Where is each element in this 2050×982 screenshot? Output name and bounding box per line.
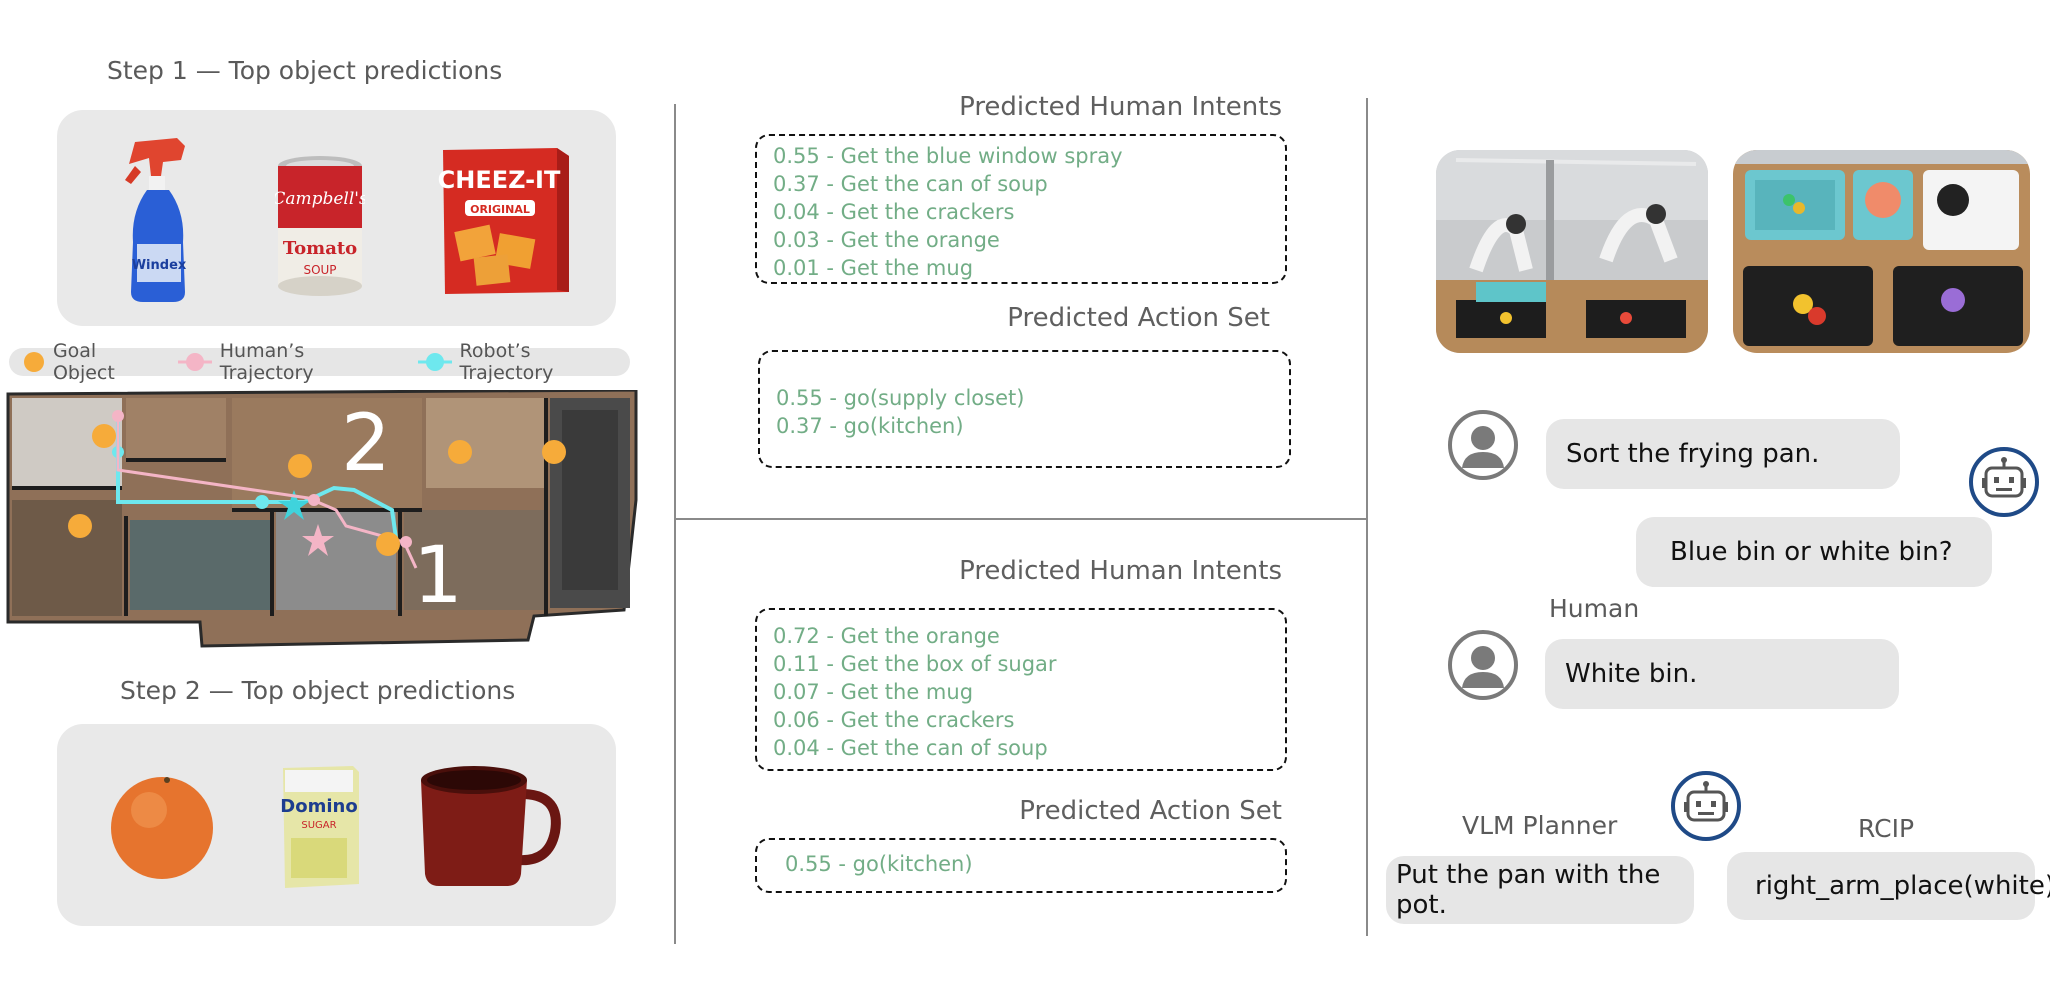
step2-object-panel: Domino SUGAR	[57, 724, 616, 926]
intent-item: 0.01 - Get the mug	[773, 256, 974, 280]
action-item: 0.37 - go(kitchen)	[776, 414, 964, 438]
step1-object-panel: Windex Campbell's Tomato SOUP CHEEZ-IT O…	[57, 110, 616, 326]
top-intents-title: Predicted Human Intents	[959, 92, 1282, 122]
legend-goal: Goal Object	[23, 340, 164, 384]
intent-item: 0.11 - Get the box of sugar	[773, 652, 1057, 676]
top-intents-box: 0.55 - Get the blue window spray 0.37 - …	[755, 134, 1287, 284]
bins-topdown-photo	[1733, 150, 2030, 353]
bottom-intents-title: Predicted Human Intents	[959, 556, 1282, 586]
human-message-1: Sort the frying pan.	[1546, 419, 1900, 489]
bottom-intents-box: 0.72 - Get the orange 0.11 - Get the box…	[755, 608, 1287, 771]
top-actions-title: Predicted Action Set	[1007, 303, 1270, 333]
intent-item: 0.37 - Get the can of soup	[773, 172, 1048, 196]
step1-title: Step 1 — Top object predictions	[107, 56, 503, 85]
human-avatar-icon	[1448, 630, 1518, 700]
bottom-actions-title: Predicted Action Set	[1019, 796, 1282, 826]
box-brand-text: CHEEZ-IT	[438, 166, 561, 194]
legend-human: Human’s Trajectory	[177, 340, 404, 384]
cracker-box-icon: CHEEZ-IT ORIGINAL	[438, 148, 569, 294]
spray-bottle-icon: Windex	[125, 138, 187, 302]
human-trajectory-icon	[177, 353, 212, 371]
can-brand-text: Campbell's	[275, 189, 365, 209]
action-item: 0.55 - go(supply closet)	[776, 386, 1025, 410]
divider-middle	[676, 518, 1366, 520]
intent-item: 0.03 - Get the orange	[773, 228, 1000, 252]
legend-goal-label: Goal Object	[52, 340, 115, 384]
orange-icon	[111, 777, 213, 879]
sugar-text: SUGAR	[301, 820, 336, 831]
human-message-2: White bin.	[1545, 639, 1899, 709]
can-text-1: Tomato	[283, 238, 357, 259]
spray-brand-text: Windex	[132, 258, 187, 273]
map-marker-2: 2	[341, 399, 391, 489]
rcip-output: right_arm_place(white)	[1727, 852, 2050, 920]
intent-item: 0.04 - Get the can of soup	[773, 736, 1048, 760]
mug-icon	[421, 766, 561, 886]
rcip-label: RCIP	[1858, 814, 1915, 843]
box-text: ORIGINAL	[470, 203, 530, 216]
top-actions-box: 0.55 - go(supply closet) 0.37 - go(kitch…	[758, 350, 1291, 468]
vlm-planner-label: VLM Planner	[1462, 811, 1618, 840]
bottom-actions-box: 0.55 - go(kitchen)	[755, 838, 1287, 893]
trajectory-legend: Goal Object Human’s Trajectory Robot’s T…	[9, 340, 630, 384]
intent-item: 0.06 - Get the crackers	[773, 708, 1015, 732]
human-avatar-icon	[1448, 410, 1518, 480]
intent-item: 0.72 - Get the orange	[773, 624, 1000, 648]
robot-arms-photo	[1436, 150, 1708, 353]
floor-plan-map: 2 1	[6, 390, 638, 648]
step2-title: Step 2 — Top object predictions	[120, 676, 516, 705]
legend-robot: Robot’s Trajectory	[417, 340, 630, 384]
action-item: 0.55 - go(kitchen)	[785, 852, 973, 876]
sugar-brand-text: Domino	[280, 796, 357, 817]
intent-item: 0.07 - Get the mug	[773, 680, 974, 704]
robot-trajectory-icon	[417, 353, 452, 371]
robot-message: Blue bin or white bin?	[1636, 517, 1992, 587]
can-text-2: SOUP	[303, 263, 336, 277]
divider-left	[674, 104, 676, 944]
goal-dot-icon	[24, 352, 44, 372]
robot-avatar-icon	[1671, 771, 1741, 841]
legend-human-label: Human’s Trajectory	[219, 340, 314, 384]
intent-item: 0.04 - Get the crackers	[773, 200, 1015, 224]
soup-can-icon: Campbell's Tomato SOUP	[275, 156, 365, 296]
human-label: Human	[1549, 594, 1640, 623]
vlm-planner-output: Put the pan with the pot.	[1386, 856, 1694, 924]
robot-avatar-icon	[1969, 447, 2039, 517]
legend-robot-label: Robot’s Trajectory	[459, 340, 554, 384]
intent-item: 0.55 - Get the blue window spray	[773, 144, 1123, 168]
map-marker-1: 1	[413, 531, 463, 621]
sugar-box-icon: Domino SUGAR	[280, 766, 359, 888]
divider-right	[1366, 98, 1368, 936]
